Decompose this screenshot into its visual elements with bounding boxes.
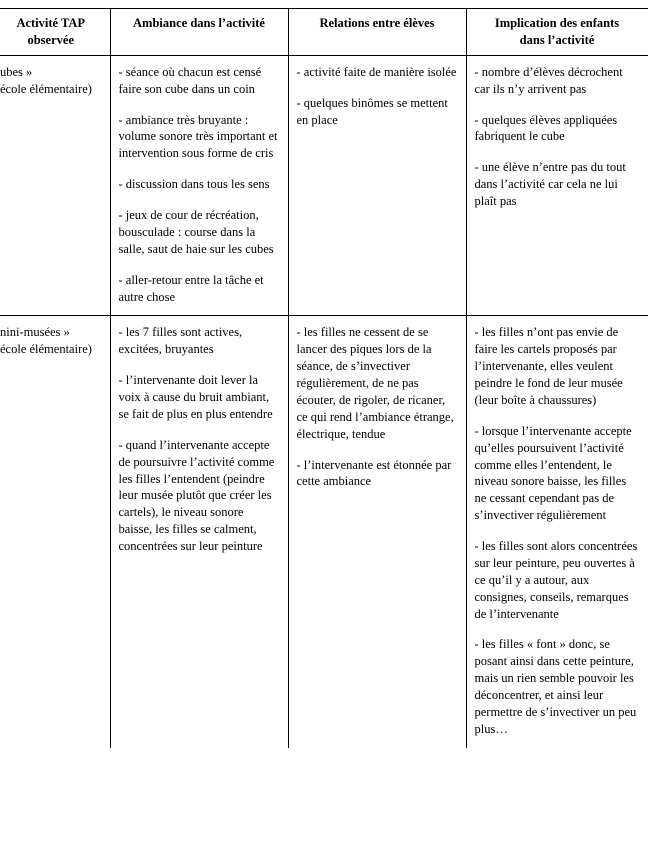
header-ambiance: Ambiance dans l’activité	[110, 9, 288, 56]
implication-cell: - les filles n’ont pas envie de faire le…	[466, 316, 648, 748]
activity-title: nini-musées »	[0, 325, 70, 339]
header-implication: Implication des enfants dans l’activité	[466, 9, 648, 56]
header-activity-line2: observée	[27, 33, 74, 47]
header-relations: Relations entre élèves	[288, 9, 466, 56]
activity-sub: école élémentaire)	[0, 342, 92, 356]
ambiance-bullets: - séance où chacun est censé faire son c…	[119, 64, 280, 306]
implication-cell: - nombre d’élèves décrochent car ils n’y…	[466, 55, 648, 316]
header-implication-line1: Implication des enfants	[495, 16, 619, 30]
table-row: nini-musées » école élémentaire) - les 7…	[0, 316, 648, 748]
bullet: - les filles sont alors concentrées sur …	[475, 538, 640, 622]
bullet: - ambiance très bruyante : volume sonore…	[119, 112, 280, 163]
header-implication-line2: dans l’activité	[520, 33, 595, 47]
bullet: - lorsque l’intervenante accepte qu’elle…	[475, 423, 640, 524]
bullet: - activité faite de manière isolée	[297, 64, 458, 81]
relations-bullets: - les filles ne cessent de se lancer des…	[297, 324, 458, 490]
bullet: - aller-retour entre la tâche et autre c…	[119, 272, 280, 306]
bullet: - quand l’intervenante accepte de poursu…	[119, 437, 280, 555]
bullet: - les 7 filles sont actives, excitées, b…	[119, 324, 280, 358]
header-activity-line1: Activité TAP	[16, 16, 85, 30]
activity-sub: école élémentaire)	[0, 82, 92, 96]
bullet: - les filles n’ont pas envie de faire le…	[475, 324, 640, 408]
bullet: - séance où chacun est censé faire son c…	[119, 64, 280, 98]
bullet: - les filles ne cessent de se lancer des…	[297, 324, 458, 442]
activity-cell: nini-musées » école élémentaire)	[0, 316, 110, 748]
relations-bullets: - activité faite de manière isolée - que…	[297, 64, 458, 129]
activity-title: ubes »	[0, 65, 32, 79]
bullet: - quelques élèves appliquées fabriquent …	[475, 112, 640, 146]
relations-cell: - les filles ne cessent de se lancer des…	[288, 316, 466, 748]
bullet: - discussion dans tous les sens	[119, 176, 280, 193]
bullet: - l’intervenante est étonnée par cette a…	[297, 457, 458, 491]
implication-bullets: - nombre d’élèves décrochent car ils n’y…	[475, 64, 640, 210]
relations-cell: - activité faite de manière isolée - que…	[288, 55, 466, 316]
page: Activité TAP observée Ambiance dans l’ac…	[0, 0, 648, 756]
observation-table: Activité TAP observée Ambiance dans l’ac…	[0, 8, 648, 748]
header-row: Activité TAP observée Ambiance dans l’ac…	[0, 9, 648, 56]
ambiance-cell: - les 7 filles sont actives, excitées, b…	[110, 316, 288, 748]
bullet: - nombre d’élèves décrochent car ils n’y…	[475, 64, 640, 98]
bullet: - jeux de cour de récréation, bousculade…	[119, 207, 280, 258]
ambiance-cell: - séance où chacun est censé faire son c…	[110, 55, 288, 316]
implication-bullets: - les filles n’ont pas envie de faire le…	[475, 324, 640, 737]
bullet: - l’intervenante doit lever la voix à ca…	[119, 372, 280, 423]
ambiance-bullets: - les 7 filles sont actives, excitées, b…	[119, 324, 280, 555]
bullet: - quelques binômes se mettent en place	[297, 95, 458, 129]
bullet: - les filles « font » donc, se posant ai…	[475, 636, 640, 737]
header-activity: Activité TAP observée	[0, 9, 110, 56]
table-row: ubes » école élémentaire) - séance où ch…	[0, 55, 648, 316]
activity-cell: ubes » école élémentaire)	[0, 55, 110, 316]
bullet: - une élève n’entre pas du tout dans l’a…	[475, 159, 640, 210]
